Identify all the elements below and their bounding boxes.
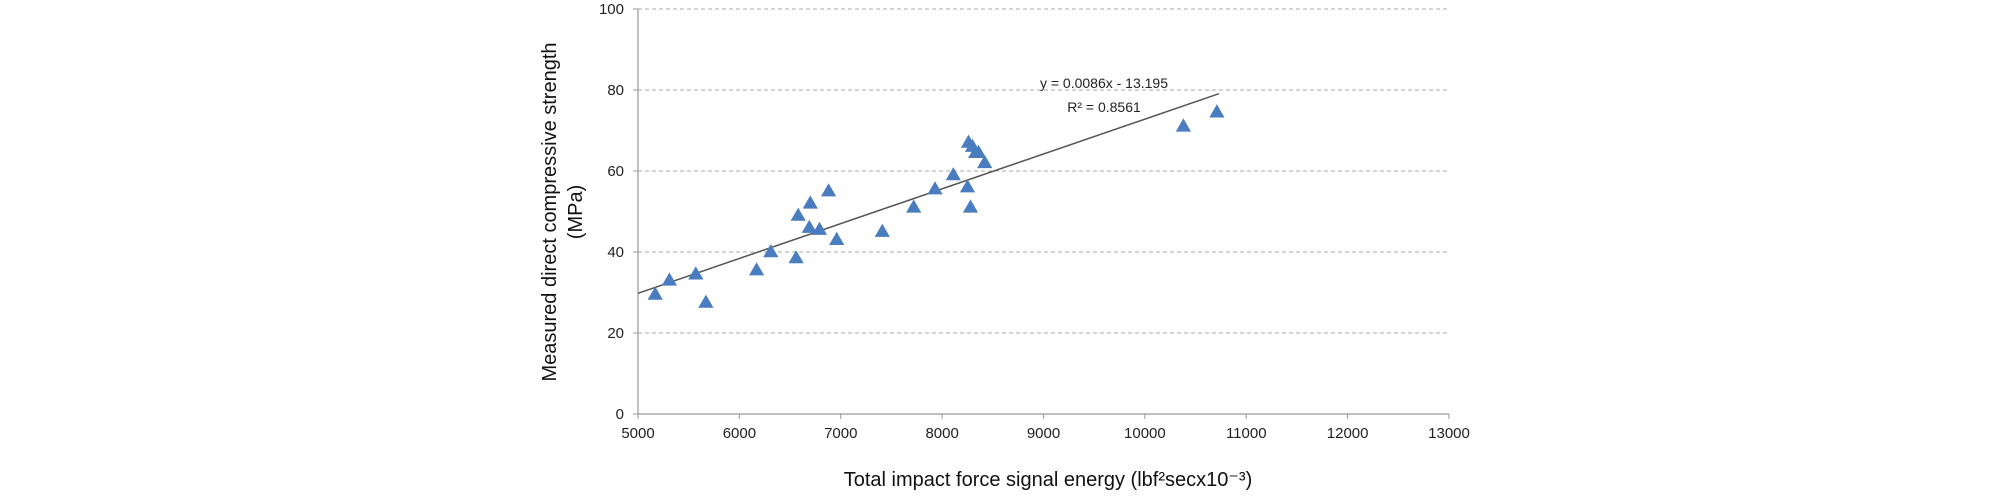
data-point bbox=[906, 199, 922, 213]
data-point bbox=[763, 244, 779, 258]
x-tick-label-7000: 7000 bbox=[824, 425, 857, 442]
data-point bbox=[959, 179, 976, 193]
r-squared-label: R² = 0.8561 bbox=[1067, 99, 1141, 115]
x-axis-title: Total impact force signal energy (lbf²se… bbox=[844, 469, 1253, 491]
data-point bbox=[647, 286, 663, 300]
data-point bbox=[874, 223, 890, 237]
data-point bbox=[971, 144, 987, 158]
y-tick-label-100: 100 bbox=[599, 1, 624, 18]
x-tick-label-5000: 5000 bbox=[621, 425, 654, 442]
x-tick-label-6000: 6000 bbox=[723, 425, 756, 442]
data-point bbox=[698, 294, 714, 308]
y-tick-label-20: 20 bbox=[607, 325, 624, 342]
data-point bbox=[801, 219, 817, 233]
y-axis-title-line2: (MPa) bbox=[565, 185, 587, 239]
data-point bbox=[927, 181, 943, 195]
data-point bbox=[829, 231, 845, 245]
x-axis-ticks: 5000 6000 7000 8000 9000 10000 11000 12000 13000 bbox=[621, 414, 1470, 442]
x-tick-label-9000: 9000 bbox=[1027, 425, 1060, 442]
y-tick-label-80: 80 bbox=[607, 82, 624, 99]
data-point bbox=[1209, 104, 1225, 118]
y-tick-label-0: 0 bbox=[616, 406, 624, 423]
data-point bbox=[962, 199, 979, 213]
x-tick-label-8000: 8000 bbox=[925, 425, 958, 442]
data-points bbox=[647, 104, 1225, 308]
x-tick-label-12000: 12000 bbox=[1327, 425, 1369, 442]
data-point bbox=[802, 195, 818, 209]
data-point bbox=[788, 250, 804, 264]
y-axis-title-line1: Measured direct compressive strength bbox=[539, 42, 561, 381]
gridlines bbox=[638, 8, 1449, 334]
x-tick-label-11000: 11000 bbox=[1226, 425, 1267, 442]
data-point bbox=[790, 207, 806, 221]
data-point bbox=[688, 266, 704, 280]
y-axis-ticks: 0 20 40 60 80 100 bbox=[599, 1, 638, 423]
data-point bbox=[821, 183, 837, 197]
y-tick-label-40: 40 bbox=[607, 244, 624, 261]
x-tick-label-13000: 13000 bbox=[1428, 425, 1470, 442]
data-point bbox=[661, 272, 677, 286]
x-tick-label-10000: 10000 bbox=[1124, 425, 1166, 442]
data-point bbox=[945, 167, 961, 181]
data-point bbox=[1175, 118, 1191, 132]
data-point bbox=[811, 221, 828, 235]
y-tick-label-60: 60 bbox=[607, 163, 624, 180]
data-point bbox=[749, 262, 765, 276]
data-point bbox=[977, 154, 993, 169]
trendline-equation: y = 0.0086x - 13.195 bbox=[1040, 75, 1168, 91]
